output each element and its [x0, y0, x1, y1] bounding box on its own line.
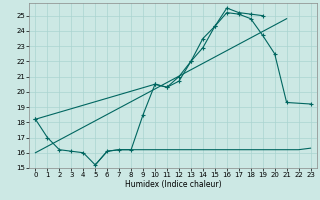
X-axis label: Humidex (Indice chaleur): Humidex (Indice chaleur) — [125, 180, 221, 189]
